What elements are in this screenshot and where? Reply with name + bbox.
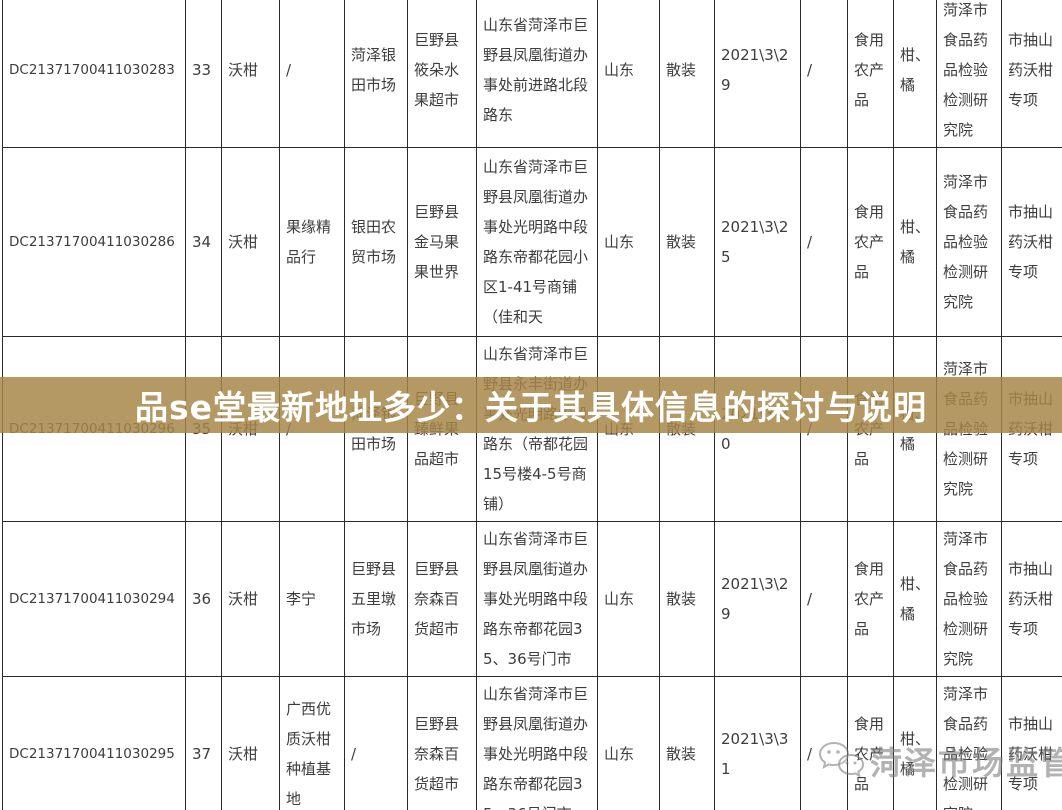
cell-remark: / <box>800 0 848 148</box>
cell-category: 食用农产品 <box>847 521 894 677</box>
cell-market: 银田农贸市场 <box>344 147 408 337</box>
cell-packaging: 散装 <box>659 521 715 677</box>
cell-seller: 巨野县奈森百货超市 <box>407 521 477 677</box>
cell-seller-address: 山东省菏泽市巨野县凤凰街道办事处前进路北段路东 <box>476 0 598 148</box>
cell-category: 食用农产品 <box>847 147 894 337</box>
cell-sample-id: DC21371700411030283 <box>2 0 186 148</box>
cell-category: 食用农产品 <box>847 676 894 810</box>
cell-seller: 巨野县筱朵水果超市 <box>407 0 477 148</box>
cell-remark: / <box>800 147 848 337</box>
table-row: DC21371700411030283 33 沃柑 / 菏泽银田市场 巨野县筱朵水果超市山… <box>2 0 1062 148</box>
cell-check-date: 2021\3\29 <box>714 0 801 148</box>
table-row: DC21371700411030286 34 沃柑 果缘精品行 银田农贸市场 巨野县金马果… <box>2 147 1062 337</box>
cell-province: 山东 <box>597 147 660 337</box>
cell-province: 山东 <box>597 676 660 810</box>
cell-remark: / <box>800 521 848 677</box>
cell-sample-id: DC21371700411030286 <box>2 147 186 337</box>
cell-inspection-agency: 菏泽市食品药品检验检测研究院 <box>936 676 1002 810</box>
cell-subcategory: 柑、橘 <box>893 147 937 337</box>
cell-check-date: 2021\3\25 <box>714 147 801 337</box>
cell-packaging: 散装 <box>659 0 715 148</box>
cell-inspection-agency: 菏泽市食品药品检验检测研究院 <box>936 0 1002 148</box>
cell-market: 菏泽银田市场 <box>344 0 408 148</box>
cell-task: 市抽山药沃柑专项 <box>1001 676 1062 810</box>
cell-province: 山东 <box>597 521 660 677</box>
cell-subcategory: 柑、橘 <box>893 521 937 677</box>
cell-seller: 巨野县奈森百货超市 <box>407 676 477 810</box>
cell-product-name: 沃柑 <box>221 521 280 677</box>
cell-province: 山东 <box>597 0 660 148</box>
cell-producer: 广西优质沃柑种植基地 <box>279 676 345 810</box>
cell-sample-id: DC21371700411030295 <box>2 676 186 810</box>
cell-producer: / <box>279 0 345 148</box>
cell-packaging: 散装 <box>659 676 715 810</box>
cell-remark: / <box>800 676 848 810</box>
cell-packaging: 散装 <box>659 147 715 337</box>
wechat-chat-bubbles-icon <box>818 740 865 782</box>
cell-check-date: 2021\3\29 <box>714 521 801 677</box>
overlay-title-text: 品se堂最新地址多少：关于其具体信息的探讨与说明 <box>134 388 928 427</box>
cell-seller-address: 山东省菏泽市巨野县凤凰街道办事处光明路中段路东帝都花园小区1-41号商铺（佳和天 <box>476 147 598 337</box>
cell-seller: 巨野县金马果果世界 <box>407 147 477 337</box>
cell-seq-no: 37 <box>185 676 222 810</box>
cell-producer: 果缘精品行 <box>279 147 345 337</box>
cell-seq-no: 36 <box>185 521 222 677</box>
cell-seq-no: 34 <box>185 147 222 337</box>
overlay-title-banner: 品se堂最新地址多少：关于其具体信息的探讨与说明 <box>0 377 1062 433</box>
cell-inspection-agency: 菏泽市食品药品检验检测研究院 <box>936 521 1002 677</box>
cell-seller-address: 山东省菏泽市巨野县凤凰街道办事处光明路中段路东帝都花园35、36号门市 <box>476 521 598 677</box>
cell-seq-no: 33 <box>185 0 222 148</box>
cell-task: 市抽山药沃柑专项 <box>1001 521 1062 677</box>
cell-check-date: 2021\3\31 <box>714 676 801 810</box>
cell-product-name: 沃柑 <box>221 676 280 810</box>
cell-market: / <box>344 676 408 810</box>
cell-category: 食用农产品 <box>847 0 894 148</box>
watermark: 菏泽市场监管 <box>818 738 1062 784</box>
cell-subcategory: 柑、橘 <box>893 0 937 148</box>
cell-product-name: 沃柑 <box>221 0 280 148</box>
cell-task: 市抽山药沃柑专项 <box>1001 147 1062 337</box>
table-row: DC21371700411030294 36 沃柑 李宁 巨野县五里墩市场 巨野县奈森百货… <box>2 521 1062 677</box>
cell-sample-id: DC21371700411030294 <box>2 521 186 677</box>
cell-producer: 李宁 <box>279 521 345 677</box>
cell-inspection-agency: 菏泽市食品药品检验检测研究院 <box>936 147 1002 337</box>
table-row: DC21371700411030295 37 沃柑 广西优质沃柑种植基地 / 巨野县奈森百… <box>2 676 1062 810</box>
cell-market: 巨野县五里墩市场 <box>344 521 408 677</box>
cell-seller-address: 山东省菏泽市巨野县凤凰街道办事处光明路中段路东帝都花园35、36号门市 <box>476 676 598 810</box>
cell-task: 市抽山药沃柑专项 <box>1001 0 1062 148</box>
cell-product-name: 沃柑 <box>221 147 280 337</box>
watermark-label: 菏泽市场监管 <box>870 744 1062 782</box>
